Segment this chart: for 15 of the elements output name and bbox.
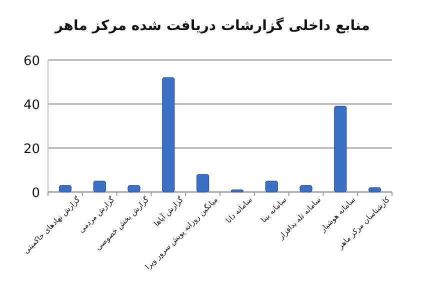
y-tick-label: 0: [32, 186, 40, 201]
y-tick-label: 20: [23, 142, 40, 157]
bar: [162, 77, 175, 192]
bar: [368, 187, 382, 192]
bar: [93, 180, 106, 192]
bar: [334, 106, 347, 192]
bar: [230, 190, 244, 192]
bar: [128, 185, 140, 192]
bar: [300, 185, 312, 192]
bar: [196, 174, 210, 192]
bar: [58, 185, 72, 192]
bar: [265, 180, 278, 192]
chart-title: منابع داخلی گزارشات دریافت شده مرکز ماهر: [54, 17, 370, 34]
y-tick-label: 40: [23, 98, 40, 113]
y-tick-label: 60: [23, 54, 40, 69]
